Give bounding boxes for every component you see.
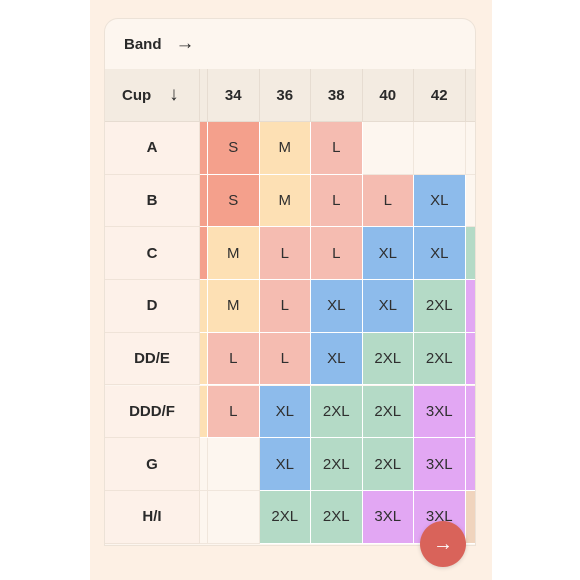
band-axis-header: Band →: [105, 19, 475, 69]
size-cell[interactable]: [208, 438, 260, 491]
size-cell[interactable]: 2XL: [414, 332, 466, 386]
size-chart-card: Band → Cup ↓ 34 36 38 40 42 A S M L B S M L L XL C M L L XL XL…: [104, 18, 476, 546]
size-cell[interactable]: [414, 122, 466, 175]
size-cell[interactable]: 2XL: [414, 280, 466, 333]
size-cell[interactable]: M: [208, 227, 260, 281]
arrow-right-icon: →: [433, 532, 453, 555]
size-cell-partial: [200, 438, 208, 491]
cup-row-label: G: [105, 438, 200, 491]
size-cell-partial: [465, 438, 475, 491]
band-header: 40: [362, 69, 414, 122]
band-header: 42: [414, 69, 466, 122]
size-cell-partial: [465, 332, 475, 386]
cup-row-label: DD/E: [105, 332, 200, 386]
size-cell[interactable]: 2XL: [362, 332, 414, 386]
size-cell[interactable]: L: [259, 280, 311, 333]
size-cell[interactable]: 2XL: [362, 385, 414, 439]
size-cell[interactable]: 2XL: [311, 490, 363, 544]
size-cell[interactable]: 3XL: [362, 490, 414, 544]
cup-label: Cup: [122, 86, 152, 104]
size-cell[interactable]: 2XL: [362, 438, 414, 491]
size-cell[interactable]: L: [259, 332, 311, 386]
size-cell[interactable]: XL: [311, 332, 363, 386]
arrow-right-icon: →: [175, 33, 195, 54]
size-cell[interactable]: 3XL: [414, 438, 466, 491]
size-cell[interactable]: XL: [259, 438, 311, 491]
size-cell[interactable]: XL: [311, 280, 363, 333]
size-cell[interactable]: 2XL: [259, 490, 311, 544]
size-cell[interactable]: 3XL: [414, 385, 466, 439]
size-cell[interactable]: L: [208, 332, 260, 386]
size-cell-partial: [465, 227, 475, 281]
size-cell[interactable]: L: [311, 174, 363, 228]
size-cell[interactable]: L: [311, 122, 363, 175]
band-header: [465, 69, 475, 122]
size-cell-partial: [465, 174, 475, 228]
cup-row-label: DDD/F: [105, 385, 200, 439]
size-cell[interactable]: L: [208, 385, 260, 439]
size-cell[interactable]: XL: [362, 280, 414, 333]
cup-row-label: H/I: [105, 490, 200, 544]
size-cell[interactable]: XL: [259, 385, 311, 439]
size-cell[interactable]: S: [208, 122, 260, 175]
size-cell-partial: [465, 490, 475, 544]
size-cell[interactable]: 2XL: [311, 385, 363, 439]
size-cell[interactable]: M: [259, 122, 311, 175]
size-cell[interactable]: XL: [414, 174, 466, 228]
next-button[interactable]: →: [420, 521, 466, 567]
size-cell[interactable]: M: [208, 280, 260, 333]
size-cell[interactable]: L: [362, 174, 414, 228]
size-cell[interactable]: [362, 122, 414, 175]
size-cell-partial: [465, 122, 475, 175]
band-label: Band: [124, 35, 162, 53]
size-cell[interactable]: XL: [414, 227, 466, 281]
arrow-down-icon: ↓: [169, 84, 179, 105]
size-cell-partial: [200, 385, 208, 439]
cup-row-label: D: [105, 280, 200, 333]
cup-row-label: A: [105, 122, 200, 175]
size-cell-partial: [200, 122, 208, 175]
size-cell[interactable]: S: [208, 174, 260, 228]
size-cell[interactable]: 2XL: [311, 438, 363, 491]
size-cell[interactable]: XL: [362, 227, 414, 281]
cup-row-label: B: [105, 174, 200, 228]
size-cell-partial: [200, 490, 208, 544]
cup-axis-header: Cup ↓: [105, 69, 200, 122]
size-cell-partial: [200, 332, 208, 386]
band-header: 38: [311, 69, 363, 122]
size-cell-partial: [200, 174, 208, 228]
band-header: 36: [259, 69, 311, 122]
size-cell[interactable]: L: [259, 227, 311, 281]
cup-row-label: C: [105, 227, 200, 281]
size-cell[interactable]: M: [259, 174, 311, 228]
size-cell-partial: [465, 280, 475, 333]
size-cell-partial: [465, 385, 475, 439]
header-divider: [200, 69, 208, 122]
band-header: 34: [208, 69, 260, 122]
size-cell-partial: [200, 227, 208, 281]
size-cell-partial: [200, 280, 208, 333]
size-cell[interactable]: [208, 490, 260, 544]
size-cell[interactable]: L: [311, 227, 363, 281]
